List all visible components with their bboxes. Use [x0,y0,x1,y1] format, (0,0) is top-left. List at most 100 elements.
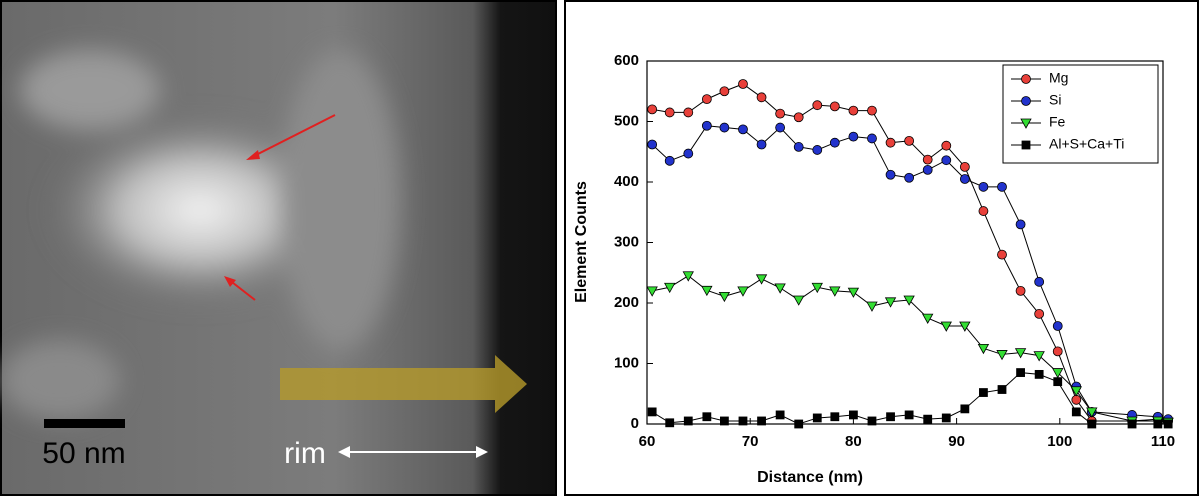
marker [904,135,915,146]
marker [849,410,858,420]
marker [997,181,1007,192]
marker [757,416,766,426]
marker [1015,219,1026,230]
x-tick-label: 80 [845,433,862,450]
marker [922,313,934,324]
scale-bar [44,419,125,428]
marker [1052,346,1063,357]
marker [812,145,823,155]
marker [1034,369,1044,379]
marker [701,94,712,105]
y-tick-label: 400 [614,173,639,190]
legend-label: Si [1049,92,1061,108]
marker [683,107,694,118]
marker [738,79,748,89]
bright-region [0,50,400,420]
marker [775,410,785,420]
marker [1127,419,1137,429]
marker [665,418,675,428]
marker [738,124,748,135]
marker [1021,96,1031,106]
arrow [249,114,336,159]
marker [978,181,989,192]
arrowhead [224,276,236,287]
marker [1016,368,1025,377]
marker [1087,419,1097,429]
series-line [652,83,1169,422]
x-tick-label: 60 [639,433,656,450]
marker [1153,419,1163,429]
marker [886,412,895,422]
marker [683,416,693,426]
y-tick-label: 600 [614,52,639,69]
marker [647,407,657,417]
marker [682,271,694,282]
marker [848,105,859,116]
marker [683,148,694,159]
marker [923,414,933,424]
marker [960,404,970,414]
marker [647,104,658,115]
x-tick-label: 110 [1151,433,1175,450]
marker [940,321,952,332]
marker [997,249,1007,260]
marker [719,86,730,97]
marker [959,161,970,172]
marker [904,410,914,420]
arrowhead [338,446,350,458]
legend-label: Mg [1049,70,1068,86]
marker [664,155,675,166]
legend-label: Fe [1049,114,1066,130]
marker [829,101,840,112]
marker [977,343,990,355]
marker [848,131,859,142]
marker [1052,321,1063,331]
marker [978,206,989,216]
marker [775,108,786,119]
marker [793,142,804,152]
y-tick-label: 200 [614,294,639,311]
marker [1071,394,1082,405]
marker [904,172,915,183]
marker [738,416,748,426]
marker [647,139,658,150]
marker [794,419,804,429]
marker [755,274,768,285]
direction-arrow [280,355,527,413]
marker [1015,285,1026,296]
micrograph: 50 nm rim [0,0,557,496]
marker [720,416,729,426]
x-axis-label: Distance (nm) [757,469,863,486]
marker [1021,140,1031,150]
marker [997,385,1007,394]
marker [701,285,713,297]
arrowhead [246,150,260,160]
marker [775,122,786,133]
marker [884,297,897,308]
marker [959,321,971,332]
series-line [651,372,1169,425]
marker [1070,386,1082,397]
marker [1021,74,1031,84]
marker [774,283,786,294]
marker [829,286,841,297]
legend-label: Al+S+Ca+Ti [1049,136,1124,152]
marker [1163,419,1173,429]
marker [811,282,823,294]
marker [701,120,712,131]
marker [793,112,804,123]
marker [847,287,860,298]
scale-label: 50 nm [42,437,125,470]
marker [1086,407,1098,418]
x-tick-label: 70 [742,433,759,450]
marker [867,133,877,144]
y-tick-label: 500 [614,112,639,129]
marker [1020,118,1032,129]
marker [885,137,896,148]
chart: Distance (nm) Element Counts 0 100 200 300 4… [573,52,1175,486]
marker [812,413,822,423]
y-tick-label: 300 [614,233,639,250]
marker [702,412,712,422]
marker [1053,377,1063,387]
